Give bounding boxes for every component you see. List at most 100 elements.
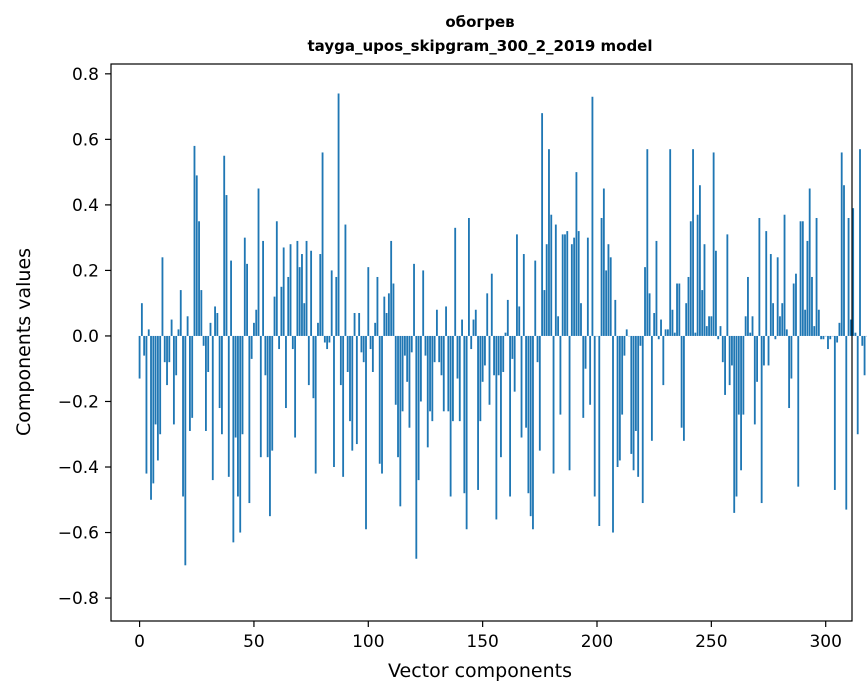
bar [676,283,678,336]
bar [772,303,775,336]
bar [280,286,283,336]
bar [159,335,162,435]
bar [779,316,781,336]
bar [813,326,816,336]
bar [186,316,189,336]
bar [751,316,754,336]
bar [408,335,411,428]
bar [731,335,733,366]
bar [349,335,351,422]
bar [582,335,585,418]
bar [561,234,564,336]
bar [792,283,795,336]
bar [548,149,550,336]
bar [182,335,184,497]
bar [705,326,708,336]
bar [682,335,685,441]
bar [163,335,166,363]
bar [225,195,228,336]
chart-subtitle: tayga_upos_skipgram_300_2_2019 model [308,37,653,55]
bar [305,240,308,336]
bar [422,270,425,336]
bar [719,326,722,336]
bar [435,309,438,336]
bar [632,335,635,471]
bar [376,276,379,336]
bar [211,335,214,481]
bar [593,335,596,497]
bar [369,335,372,350]
bar [209,322,212,336]
bar [701,290,704,336]
bar [243,237,246,336]
bar [703,244,706,336]
bar [767,335,770,366]
y-tick-label: 0.6 [72,130,99,150]
bar [536,335,539,363]
bar [577,231,580,336]
x-axis-ticks: 0 50 100 150 200 250 300 [134,621,842,652]
bar [442,335,445,412]
bar [264,335,267,376]
bar [637,335,640,477]
bar [477,335,479,490]
bar [202,335,205,346]
bar [502,335,505,372]
bar [852,208,855,336]
bar [513,335,516,392]
bar [856,335,859,435]
bar [248,335,251,504]
bar [383,296,386,336]
bar [710,316,713,336]
bar [463,335,466,494]
bar [715,250,717,336]
bar [392,283,395,336]
bar [591,96,594,336]
bar [335,276,338,336]
bar [378,335,381,464]
bar [845,335,848,510]
bar [493,335,495,376]
bar [433,335,436,363]
bar [319,254,322,336]
bar [200,290,203,336]
bar [552,335,555,474]
bar [387,293,390,336]
bar [218,335,221,409]
bar [328,335,331,343]
bar [522,254,525,336]
bar [458,335,461,422]
bar [500,335,502,458]
bar [353,313,356,336]
bar [797,335,800,487]
bar [221,335,223,435]
bar [195,175,198,336]
bar [849,319,852,336]
bar [630,335,633,454]
y-tick-label: 0.4 [72,196,99,216]
bar [733,335,736,513]
x-axis-label: Vector components [388,660,572,682]
bar [445,306,447,336]
bar [527,335,530,494]
bar [365,335,367,530]
bar [765,231,768,336]
bar [543,290,546,336]
bar [339,335,342,386]
y-axis-label: Components values [13,248,35,436]
bar [520,335,523,438]
bar [154,335,157,425]
bar [410,335,413,353]
bar [788,335,791,409]
bar [497,335,500,376]
bar [653,313,656,336]
bar [717,335,720,340]
bar [783,214,786,336]
bar [262,240,264,336]
bar [172,335,175,425]
bar [323,335,326,343]
bar [484,335,486,366]
bar [381,335,383,474]
bar [634,335,637,431]
